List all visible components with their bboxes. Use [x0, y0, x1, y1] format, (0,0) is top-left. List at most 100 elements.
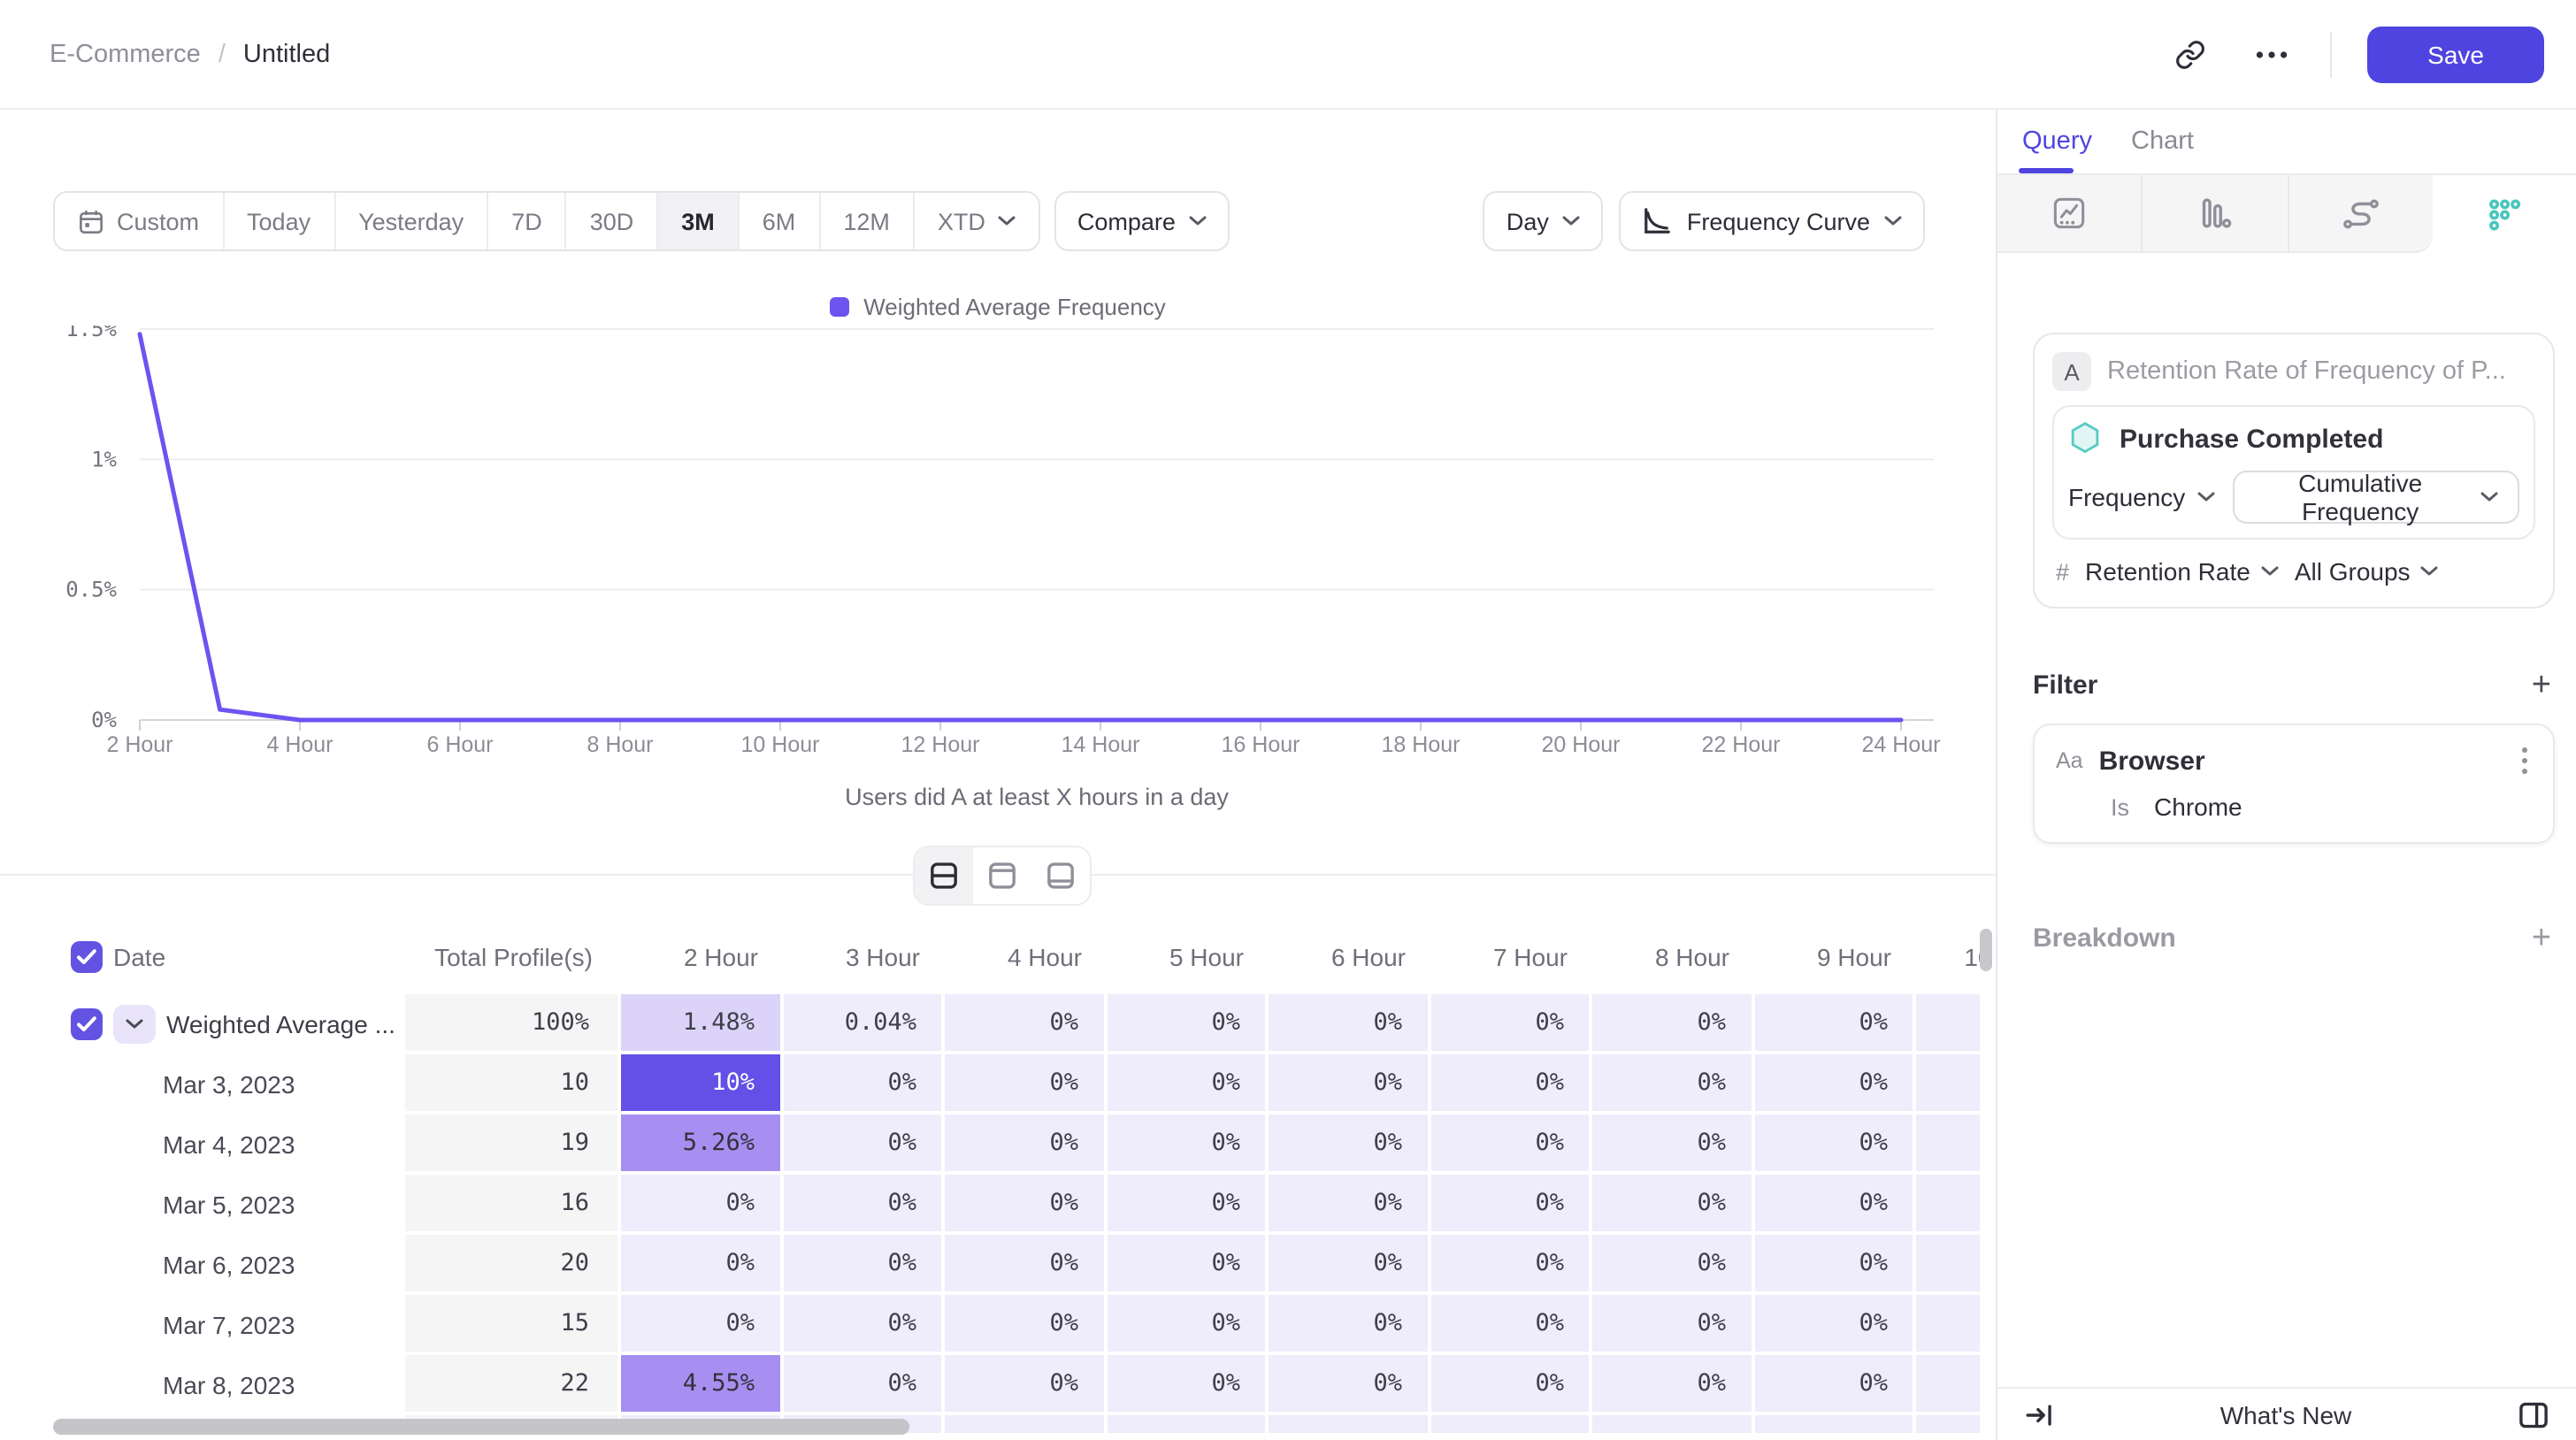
- column-header-total-profile-s-[interactable]: Total Profile(s): [434, 943, 593, 971]
- range-button-xtd[interactable]: XTD: [914, 193, 1039, 249]
- y-tick-label: 0%: [91, 708, 117, 732]
- value-cell-clipped: [1916, 1355, 1979, 1415]
- filter-menu-button[interactable]: [2518, 743, 2532, 778]
- value-cell: 0%: [1107, 1054, 1269, 1114]
- range-button-yesterday[interactable]: Yesterday: [335, 193, 489, 249]
- tab-chart[interactable]: Chart: [2131, 127, 2194, 156]
- column-header-6-hour[interactable]: 6 Hour: [1330, 943, 1406, 971]
- layout-split-button[interactable]: [915, 847, 973, 904]
- range-button-7d[interactable]: 7D: [488, 193, 567, 249]
- save-button[interactable]: Save: [2367, 26, 2544, 82]
- value-cell: 4.55%: [621, 1355, 783, 1415]
- column-header-3-hour[interactable]: 3 Hour: [845, 943, 920, 971]
- report-retention-tab[interactable]: [2432, 175, 2576, 253]
- row-expander[interactable]: [113, 1005, 156, 1044]
- frequency-dropdown[interactable]: Frequency: [2068, 483, 2215, 511]
- row-label: Mar 3, 2023: [163, 1070, 295, 1099]
- layout-table-button[interactable]: [1031, 847, 1090, 904]
- value-cell-clipped: [1916, 1054, 1979, 1114]
- whats-new-link[interactable]: What's New: [2220, 1400, 2352, 1429]
- value-cell: 0%: [1592, 1235, 1754, 1295]
- value-cell: 0%: [783, 1295, 945, 1355]
- y-tick-label: 1.5%: [65, 326, 117, 341]
- select-all-checkbox[interactable]: [71, 941, 103, 973]
- chart-legend: Weighted Average Frequency: [0, 294, 1996, 320]
- value-cell: [1754, 1415, 1916, 1436]
- row-checkbox[interactable]: [71, 1008, 103, 1040]
- range-button-custom[interactable]: Custom: [55, 193, 225, 249]
- event-row[interactable]: Purchase Completed: [2068, 421, 2519, 456]
- total-profiles-cell: 20: [405, 1235, 621, 1295]
- retention-rate-dropdown[interactable]: Retention Rate: [2085, 557, 2279, 586]
- tab-query[interactable]: Query: [2022, 127, 2092, 156]
- report-insights-tab[interactable]: [1997, 175, 2143, 253]
- horizontal-scrollbar-thumb[interactable]: [53, 1419, 909, 1435]
- column-header-8-hour[interactable]: 8 Hour: [1654, 943, 1729, 971]
- frequency-type-dropdown[interactable]: Cumulative Frequency: [2233, 469, 2519, 525]
- query-step-title: Retention Rate of Frequency of P...: [2107, 357, 2506, 386]
- range-button-12m[interactable]: 12M: [820, 193, 915, 249]
- x-tick-label: 6 Hour: [426, 732, 493, 757]
- total-profiles-cell: 10: [405, 1054, 621, 1114]
- chart-type-button[interactable]: Frequency Curve: [1619, 191, 1925, 251]
- column-header-7-hour[interactable]: 7 Hour: [1492, 943, 1568, 971]
- value-cell: 0%: [621, 1235, 783, 1295]
- panel-toggle-button[interactable]: [2514, 1397, 2553, 1432]
- column-header-4-hour[interactable]: 4 Hour: [1007, 943, 1082, 971]
- hash-icon: #: [2056, 558, 2070, 585]
- funnels-icon: [2196, 195, 2234, 232]
- granularity-button[interactable]: Day: [1483, 191, 1604, 251]
- breadcrumb-parent[interactable]: E-Commerce: [50, 40, 201, 68]
- collapse-icon: [2024, 1400, 2054, 1429]
- x-tick-label: 22 Hour: [1702, 732, 1781, 757]
- range-button-6m[interactable]: 6M: [739, 193, 821, 249]
- value-cell: 10%: [621, 1054, 783, 1114]
- value-cell: [945, 1415, 1107, 1436]
- vertical-scrollbar-thumb[interactable]: [1980, 929, 1992, 971]
- value-cell: 0%: [1107, 1355, 1269, 1415]
- x-tick-label: 10 Hour: [741, 732, 820, 757]
- range-button-30d[interactable]: 30D: [566, 193, 659, 249]
- string-property-icon: Aa: [2056, 748, 2083, 773]
- row-label-cell: Mar 7, 2023: [0, 1295, 405, 1355]
- value-cell: 0%: [783, 1355, 945, 1415]
- breadcrumb-current[interactable]: Untitled: [242, 40, 331, 68]
- report-funnels-tab[interactable]: [2143, 175, 2288, 253]
- filter-section-header: Filter +: [2033, 669, 2555, 702]
- chevron-down-icon: [2197, 492, 2215, 502]
- value-cell: 0%: [1430, 1114, 1592, 1175]
- range-button-today[interactable]: Today: [224, 193, 336, 249]
- value-cell-clipped: [1916, 1415, 1979, 1436]
- event-hexagon-icon: [2068, 421, 2102, 456]
- column-header-10-hour[interactable]: 10 Hour: [1964, 943, 1979, 971]
- groups-dropdown[interactable]: All Groups: [2295, 557, 2439, 586]
- column-header-9-hour[interactable]: 9 Hour: [1816, 943, 1891, 971]
- frequency-curve-icon: [1643, 207, 1673, 235]
- value-cell: 0%: [1754, 1175, 1916, 1235]
- add-breakdown-button[interactable]: +: [2528, 922, 2555, 955]
- value-cell: 0%: [1430, 1355, 1592, 1415]
- more-menu-button[interactable]: [2249, 43, 2295, 65]
- chevron-down-icon: [1190, 216, 1208, 226]
- add-filter-button[interactable]: +: [2528, 669, 2555, 702]
- table-row: Mar 6, 2023 20 0% 0% 0% 0% 0% 0% 0% 0%: [0, 1235, 1996, 1295]
- collapse-sidebar-button[interactable]: [2020, 1397, 2058, 1432]
- compare-button[interactable]: Compare: [1054, 191, 1230, 251]
- frequency-curve-chart[interactable]: 0% 0.5% 1% 1.5% 2 Hour 4 Hour 6 Hour 8 Hour 10 H…: [0, 326, 1996, 839]
- x-axis-caption: Users did A at least X hours in a day: [845, 784, 1229, 810]
- column-header-5-hour[interactable]: 5 Hour: [1169, 943, 1244, 971]
- query-step-header[interactable]: A Retention Rate of Frequency of P...: [2052, 352, 2535, 391]
- layout-chart-button[interactable]: [973, 847, 1031, 904]
- report-flows-tab[interactable]: [2288, 175, 2433, 253]
- table-row: Mar 3, 2023 10 10% 0% 0% 0% 0% 0% 0% 0%: [0, 1054, 1996, 1114]
- filter-card[interactable]: Aa Browser Is Chrome: [2033, 724, 2555, 844]
- results-table: Date Total Profile(s) 2 Hour 3 Hour 4 Hour 5 …: [0, 920, 1996, 1436]
- column-header-2-hour[interactable]: 2 Hour: [683, 943, 758, 971]
- row-label-cell: Mar 3, 2023: [0, 1054, 405, 1114]
- filter-condition-row[interactable]: Is Chrome: [2111, 793, 2532, 821]
- range-button-3m[interactable]: 3M: [658, 193, 740, 249]
- value-cell: 5.26%: [621, 1114, 783, 1175]
- copy-link-button[interactable]: [2167, 31, 2213, 77]
- total-profiles-cell: 15: [405, 1295, 621, 1355]
- value-cell: 0%: [945, 1175, 1107, 1235]
